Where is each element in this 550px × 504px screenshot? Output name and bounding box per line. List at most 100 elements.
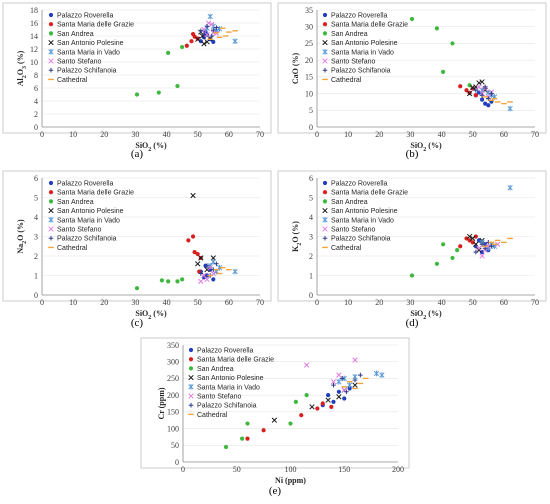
data-point (204, 23, 210, 29)
y-axis-title: Cr (ppm) (157, 387, 166, 419)
legend-marker (48, 217, 54, 223)
x-tick-label: 70 (256, 130, 264, 139)
data-point (201, 41, 207, 47)
data-point (210, 27, 216, 33)
data-point (134, 92, 140, 97)
legend-label: Palazzo Roverella (57, 13, 114, 20)
data-point (352, 377, 358, 383)
data-point (159, 278, 164, 283)
legend-marker (322, 22, 328, 27)
legend: Palazzo Roverella Santa Maria delle Grazi… (48, 13, 134, 84)
legend-label: Palazzo Schifanoia (197, 403, 257, 410)
data-point (342, 396, 347, 401)
x-tick-label: 30 (406, 130, 414, 139)
legend-label: Palazzo Roverella (197, 348, 254, 355)
legend-label: Santa Maria delle Grazie (57, 190, 134, 197)
y-tick-label: 2 (34, 252, 38, 261)
data-point (288, 421, 293, 426)
legend-label: San Antonio Polesine (57, 208, 124, 215)
data-point (352, 382, 358, 388)
data-point (479, 250, 485, 255)
data-point (467, 238, 472, 243)
legend-marker (322, 49, 328, 55)
data-point (441, 242, 446, 247)
y-axis-title: K2O (%) (291, 221, 303, 252)
legend-marker (322, 58, 328, 64)
data-points (134, 13, 238, 97)
data-point (347, 386, 352, 391)
y-tick-label: 4 (309, 213, 313, 222)
data-point (346, 382, 353, 388)
x-tick-label: 50 (194, 298, 202, 307)
data-point (325, 397, 331, 403)
data-point (489, 91, 494, 96)
data-point (483, 101, 488, 106)
x-tick-label: 60 (225, 130, 233, 139)
legend-marker (322, 226, 328, 232)
y-tick-label: 5 (34, 193, 38, 202)
legend-marker (322, 207, 328, 214)
y-tick-label: 1 (309, 271, 313, 280)
legend-label: Palazzo Roverella (331, 181, 388, 188)
panel-label: (e) (269, 485, 282, 497)
y-tick-label: 16 (30, 19, 38, 28)
data-point (486, 103, 491, 108)
legend-marker (48, 226, 54, 232)
x-tick-label: 40 (438, 298, 446, 307)
data-point (195, 251, 200, 257)
x-axis-title: Ni (ppm) (275, 476, 306, 485)
panel-frame (277, 170, 547, 302)
data-point (379, 372, 385, 378)
y-tick-label: 10 (305, 89, 313, 98)
data-point (201, 32, 207, 37)
legend-marker (48, 58, 54, 64)
data-point (331, 382, 336, 388)
x-axis-title: SiO2 (%) (410, 309, 442, 321)
legend-marker (322, 190, 328, 195)
data-point (232, 38, 238, 44)
legend-marker (48, 207, 54, 214)
data-point (245, 436, 250, 441)
legend-label: Santo Stefano (57, 227, 101, 234)
data-point (195, 261, 201, 267)
panel-frame (2, 170, 272, 302)
data-point (466, 90, 473, 97)
data-point (458, 84, 463, 89)
y-tick-label: 0 (34, 291, 38, 300)
legend-label: San Antonio Polesine (57, 40, 124, 47)
legend-label: Palazzo Schifanoia (57, 68, 117, 75)
data-point (482, 84, 488, 90)
data-point (331, 399, 336, 404)
y-tick-label: 6 (34, 174, 38, 183)
data-point (197, 269, 202, 274)
data-point (180, 277, 185, 282)
y-tick-label: 250 (167, 374, 179, 383)
scatter-panel-2: 0 5 10 15 20 25 30 35 0 10 20 30 40 50 60 70 SiO2 (%) CaO… (277, 2, 547, 153)
data-point (476, 80, 482, 86)
legend-marker (188, 384, 194, 390)
data-point (271, 417, 278, 423)
y-tick-label: 3 (34, 232, 38, 241)
x-tick-label: 150 (338, 465, 350, 474)
panel-label: (c) (131, 317, 144, 329)
x-tick-label: 70 (256, 298, 264, 307)
y-axis-title: CaO (%) (291, 53, 300, 85)
legend-label: Santa Maria delle Grazie (57, 22, 134, 29)
x-tick-label: 10 (69, 130, 77, 139)
data-point (479, 92, 485, 98)
data-point (467, 83, 472, 88)
x-tick-label: 20 (100, 298, 108, 307)
legend-marker (322, 199, 328, 204)
data-point (293, 399, 298, 404)
y-tick-label: 2 (309, 252, 313, 261)
data-point (210, 255, 216, 261)
y-tick-label: 8 (34, 71, 38, 80)
data-point (207, 13, 213, 20)
x-tick-label: 200 (392, 465, 404, 474)
y-tick-label: 0 (309, 123, 313, 132)
y-tick-label: 100 (167, 424, 179, 433)
legend-marker (48, 235, 54, 241)
data-point (470, 86, 475, 91)
y-tick-label: 6 (34, 84, 38, 93)
